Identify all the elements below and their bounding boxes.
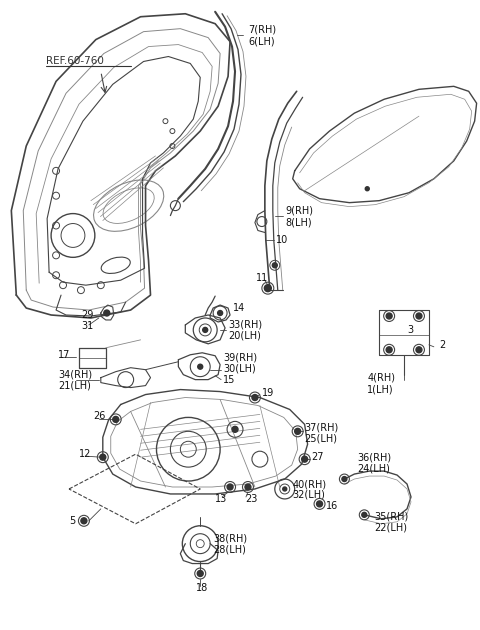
Text: 31: 31 bbox=[81, 321, 93, 331]
Text: 25(LH): 25(LH) bbox=[305, 433, 337, 444]
Text: 15: 15 bbox=[223, 375, 236, 385]
Text: 30(LH): 30(LH) bbox=[223, 364, 256, 374]
Circle shape bbox=[203, 328, 208, 333]
Text: 10: 10 bbox=[276, 236, 288, 246]
Circle shape bbox=[245, 484, 251, 490]
Circle shape bbox=[416, 313, 422, 319]
Text: 33(RH): 33(RH) bbox=[228, 320, 262, 330]
Text: 26: 26 bbox=[93, 411, 105, 421]
Circle shape bbox=[264, 285, 271, 292]
Circle shape bbox=[416, 346, 422, 353]
Text: 19: 19 bbox=[262, 387, 274, 398]
Text: 34(RH): 34(RH) bbox=[58, 370, 92, 380]
Text: 39(RH): 39(RH) bbox=[223, 353, 257, 363]
Text: 6(LH): 6(LH) bbox=[248, 37, 275, 47]
Circle shape bbox=[197, 571, 203, 576]
Circle shape bbox=[100, 454, 106, 460]
Text: 5: 5 bbox=[69, 516, 75, 526]
Circle shape bbox=[81, 518, 87, 524]
Text: 14: 14 bbox=[233, 303, 245, 313]
Circle shape bbox=[198, 364, 203, 369]
Text: 37(RH): 37(RH) bbox=[305, 422, 339, 432]
Circle shape bbox=[386, 346, 392, 353]
Text: 7(RH): 7(RH) bbox=[248, 25, 276, 35]
Circle shape bbox=[252, 394, 258, 401]
Text: 29: 29 bbox=[81, 310, 93, 320]
Circle shape bbox=[386, 313, 392, 319]
Text: 23: 23 bbox=[245, 494, 257, 504]
Text: 17: 17 bbox=[58, 350, 71, 360]
Text: 28(LH): 28(LH) bbox=[213, 544, 246, 554]
Circle shape bbox=[104, 310, 110, 316]
Circle shape bbox=[272, 263, 277, 268]
Text: 18: 18 bbox=[196, 583, 208, 593]
Text: 9(RH): 9(RH) bbox=[286, 205, 314, 215]
Circle shape bbox=[301, 456, 308, 462]
Text: 3: 3 bbox=[407, 325, 413, 335]
Text: 11: 11 bbox=[256, 273, 268, 284]
Circle shape bbox=[283, 487, 287, 491]
Text: 4(RH): 4(RH) bbox=[367, 372, 395, 382]
Text: 40(RH): 40(RH) bbox=[293, 479, 327, 489]
Circle shape bbox=[232, 427, 238, 432]
Text: 20(LH): 20(LH) bbox=[228, 331, 261, 341]
Text: 35(RH): 35(RH) bbox=[374, 512, 408, 522]
Circle shape bbox=[316, 501, 323, 507]
Text: 32(LH): 32(LH) bbox=[293, 490, 325, 500]
Text: 13: 13 bbox=[215, 494, 228, 504]
Text: 2: 2 bbox=[439, 340, 445, 350]
Circle shape bbox=[362, 512, 367, 517]
Text: 38(RH): 38(RH) bbox=[213, 534, 247, 544]
Circle shape bbox=[295, 428, 300, 434]
Text: 16: 16 bbox=[325, 501, 338, 511]
Text: 24(LH): 24(LH) bbox=[357, 463, 390, 473]
Text: 12: 12 bbox=[79, 449, 91, 459]
Circle shape bbox=[227, 484, 233, 490]
Circle shape bbox=[365, 186, 369, 191]
Text: 36(RH): 36(RH) bbox=[357, 452, 392, 462]
Text: 27: 27 bbox=[312, 452, 324, 462]
Text: REF.60-760: REF.60-760 bbox=[46, 57, 104, 67]
Circle shape bbox=[217, 311, 223, 316]
Text: 21(LH): 21(LH) bbox=[58, 381, 91, 391]
Circle shape bbox=[113, 416, 119, 422]
Text: 1(LH): 1(LH) bbox=[367, 384, 394, 394]
Text: 8(LH): 8(LH) bbox=[286, 217, 312, 227]
Circle shape bbox=[342, 476, 347, 481]
Text: 22(LH): 22(LH) bbox=[374, 523, 407, 533]
